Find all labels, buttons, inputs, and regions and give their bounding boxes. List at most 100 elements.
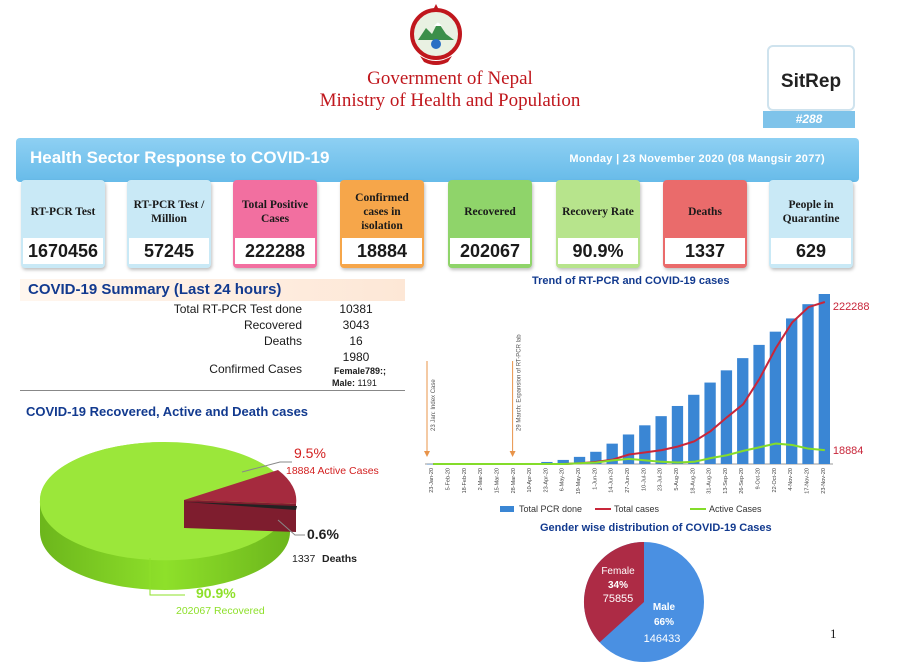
card-value: 57245 [129, 238, 209, 264]
x-tick-label: 10-Jul-20 [641, 468, 647, 491]
x-tick-label: 13-Sep-20 [723, 468, 729, 494]
bar-pcr [671, 405, 684, 464]
bar-pcr [622, 434, 635, 464]
bar-pcr [688, 394, 700, 464]
x-tick-label: 23-Jul-20 [658, 468, 664, 491]
ministry-title: Ministry of Health and Population [319, 90, 581, 111]
trend-chart-title: Trend of RT-PCR and COVID-19 cases [532, 275, 730, 287]
legend-swatch [500, 506, 514, 512]
annotation-arrowhead [509, 451, 516, 457]
report-date: Monday | 23 November 2020 (08 Mangsir 20… [569, 153, 825, 165]
x-tick-label: 19-May-20 [576, 468, 582, 494]
summary-label-tests: Total RT-PCR Test done [173, 302, 302, 316]
x-tick-label: 2-Mar-20 [478, 468, 484, 490]
recovery-pie-chart: 9.5% 18884 Active Cases 0.6% 1337 Deaths… [39, 442, 379, 617]
nepal-emblem-icon [410, 4, 462, 65]
card-value: 222288 [235, 238, 315, 264]
leader-active [241, 461, 292, 473]
pie-death-label: Deaths [322, 553, 357, 565]
banner-title: Health Sector Response to COVID-19 [30, 148, 330, 167]
summary-value-deaths: 16 [349, 334, 363, 348]
x-tick-label: 23-Nov-20 [821, 468, 827, 494]
card-label: Deaths [688, 206, 722, 218]
card-value: 629 [771, 238, 851, 264]
page-number: 1 [830, 626, 837, 641]
card-label: RT-PCR Test / Million [133, 199, 205, 225]
summary-label-recovered: Recovered [243, 318, 302, 332]
summary-female: Female789:; [333, 366, 387, 376]
summary-label-confirmed: Confirmed Cases [209, 362, 302, 376]
card-label: Recovered [464, 206, 516, 218]
gender-chart-title: Gender wise distribution of COVID-19 Cas… [540, 522, 772, 534]
x-tick-label: 9-Oct-20 [756, 468, 762, 489]
x-tick-label: 23-Jan-20 [429, 468, 435, 493]
bar-pcr [557, 459, 569, 464]
pie-recovered-label: 202067 Recovered [176, 605, 265, 617]
x-tick-label: 23-Apr-20 [543, 468, 549, 492]
pie-active-pct: 9.5% [294, 445, 326, 461]
gender-male-label: Male [653, 602, 676, 613]
pie-slice-active [184, 470, 297, 504]
sitrep-number: #288 [763, 111, 855, 128]
bar-pcr [802, 304, 814, 464]
card-value: 1337 [665, 238, 745, 264]
summary-value-tests: 10381 [339, 302, 373, 316]
sitrep-label: SitRep [780, 71, 842, 92]
bar-pcr [818, 294, 830, 464]
x-tick-label: 18-Feb-20 [462, 468, 468, 493]
card-recovered: Recovered 202067 [448, 180, 532, 268]
gender-pie-chart: Female 34% 75855 Male 66% 146433 [583, 542, 704, 662]
pie-slice-death [185, 502, 297, 510]
x-tick-label: 15-Mar-20 [494, 468, 500, 493]
leader-death [277, 519, 305, 536]
pie-death-pct: 0.6% [307, 526, 339, 542]
gender-female-count: 75855 [603, 593, 634, 605]
pie-active-label: 18884 Active Cases [286, 465, 379, 477]
x-tick-label: 1-Jun-20 [592, 468, 598, 490]
summary-male: Male: 1191 [332, 378, 377, 388]
x-tick-label: 14-Jun-20 [609, 468, 615, 493]
pie3d-title: COVID-19 Recovered, Active and Death cas… [26, 404, 309, 419]
bar-pcr [590, 451, 602, 464]
bar-pcr [541, 461, 553, 464]
label-active-end: 18884 [833, 445, 864, 457]
annotation-label: 29 March: Expansion of RT-PCR lab [517, 334, 523, 431]
bar-pcr [427, 463, 439, 465]
summary-label-deaths: Deaths [263, 334, 302, 348]
card-label: People in Quarantine [782, 199, 840, 225]
card-value: 1670456 [23, 238, 103, 264]
card-rtpcr-test: RT-PCR Test 1670456 [21, 180, 105, 268]
card-isolation: Confirmed cases in isolation 18884 [340, 180, 424, 268]
summary-divider [20, 390, 405, 391]
card-total-positive: Total Positive Cases 222288 [233, 180, 317, 268]
bar-pcr [655, 416, 667, 464]
card-value: 90.9% [558, 238, 638, 264]
pie-side-active [184, 500, 296, 532]
legend-label: Total cases [614, 504, 660, 514]
sitrep-badge: SitRep [767, 45, 855, 111]
gender-female-label: Female [601, 566, 635, 577]
annotation-label: 23 Jan: Index Case [431, 379, 437, 431]
annotation-arrowhead [424, 451, 430, 457]
gender-male-count: 146433 [644, 633, 681, 645]
pie-side-recovered [40, 500, 290, 590]
x-tick-label: 10-Apr-20 [527, 468, 533, 492]
legend-label: Total PCR done [519, 504, 582, 514]
card-recovery-rate: Recovery Rate 90.9% [556, 180, 640, 268]
pie-recovered-pct: 90.9% [196, 585, 236, 601]
trend-chart: 23-Jan-20 5-Feb-20 18-Feb-20 2-Mar-20 15-Mar… [424, 294, 870, 514]
x-tick-label: 17-Nov-20 [805, 468, 811, 494]
summary-header: COVID-19 Summary (Last 24 hours) [20, 279, 405, 301]
x-tick-label: 5-Aug-20 [674, 468, 680, 491]
card-deaths: Deaths 1337 [663, 180, 747, 268]
x-tick-label: 4-Nov-20 [788, 468, 794, 491]
x-tick-label: 22-Oct-20 [772, 468, 778, 492]
bar-pcr [573, 456, 586, 464]
gender-male-pct: 66% [654, 617, 674, 628]
gender-female-pct: 34% [608, 580, 628, 591]
x-tick-label: 31-Aug-20 [707, 468, 713, 494]
bar-pcr [753, 344, 765, 464]
card-label: RT-PCR Test [30, 206, 96, 218]
x-tick-label: 27-Jun-20 [625, 468, 631, 493]
x-tick-label: 26-Sep-20 [739, 468, 745, 494]
